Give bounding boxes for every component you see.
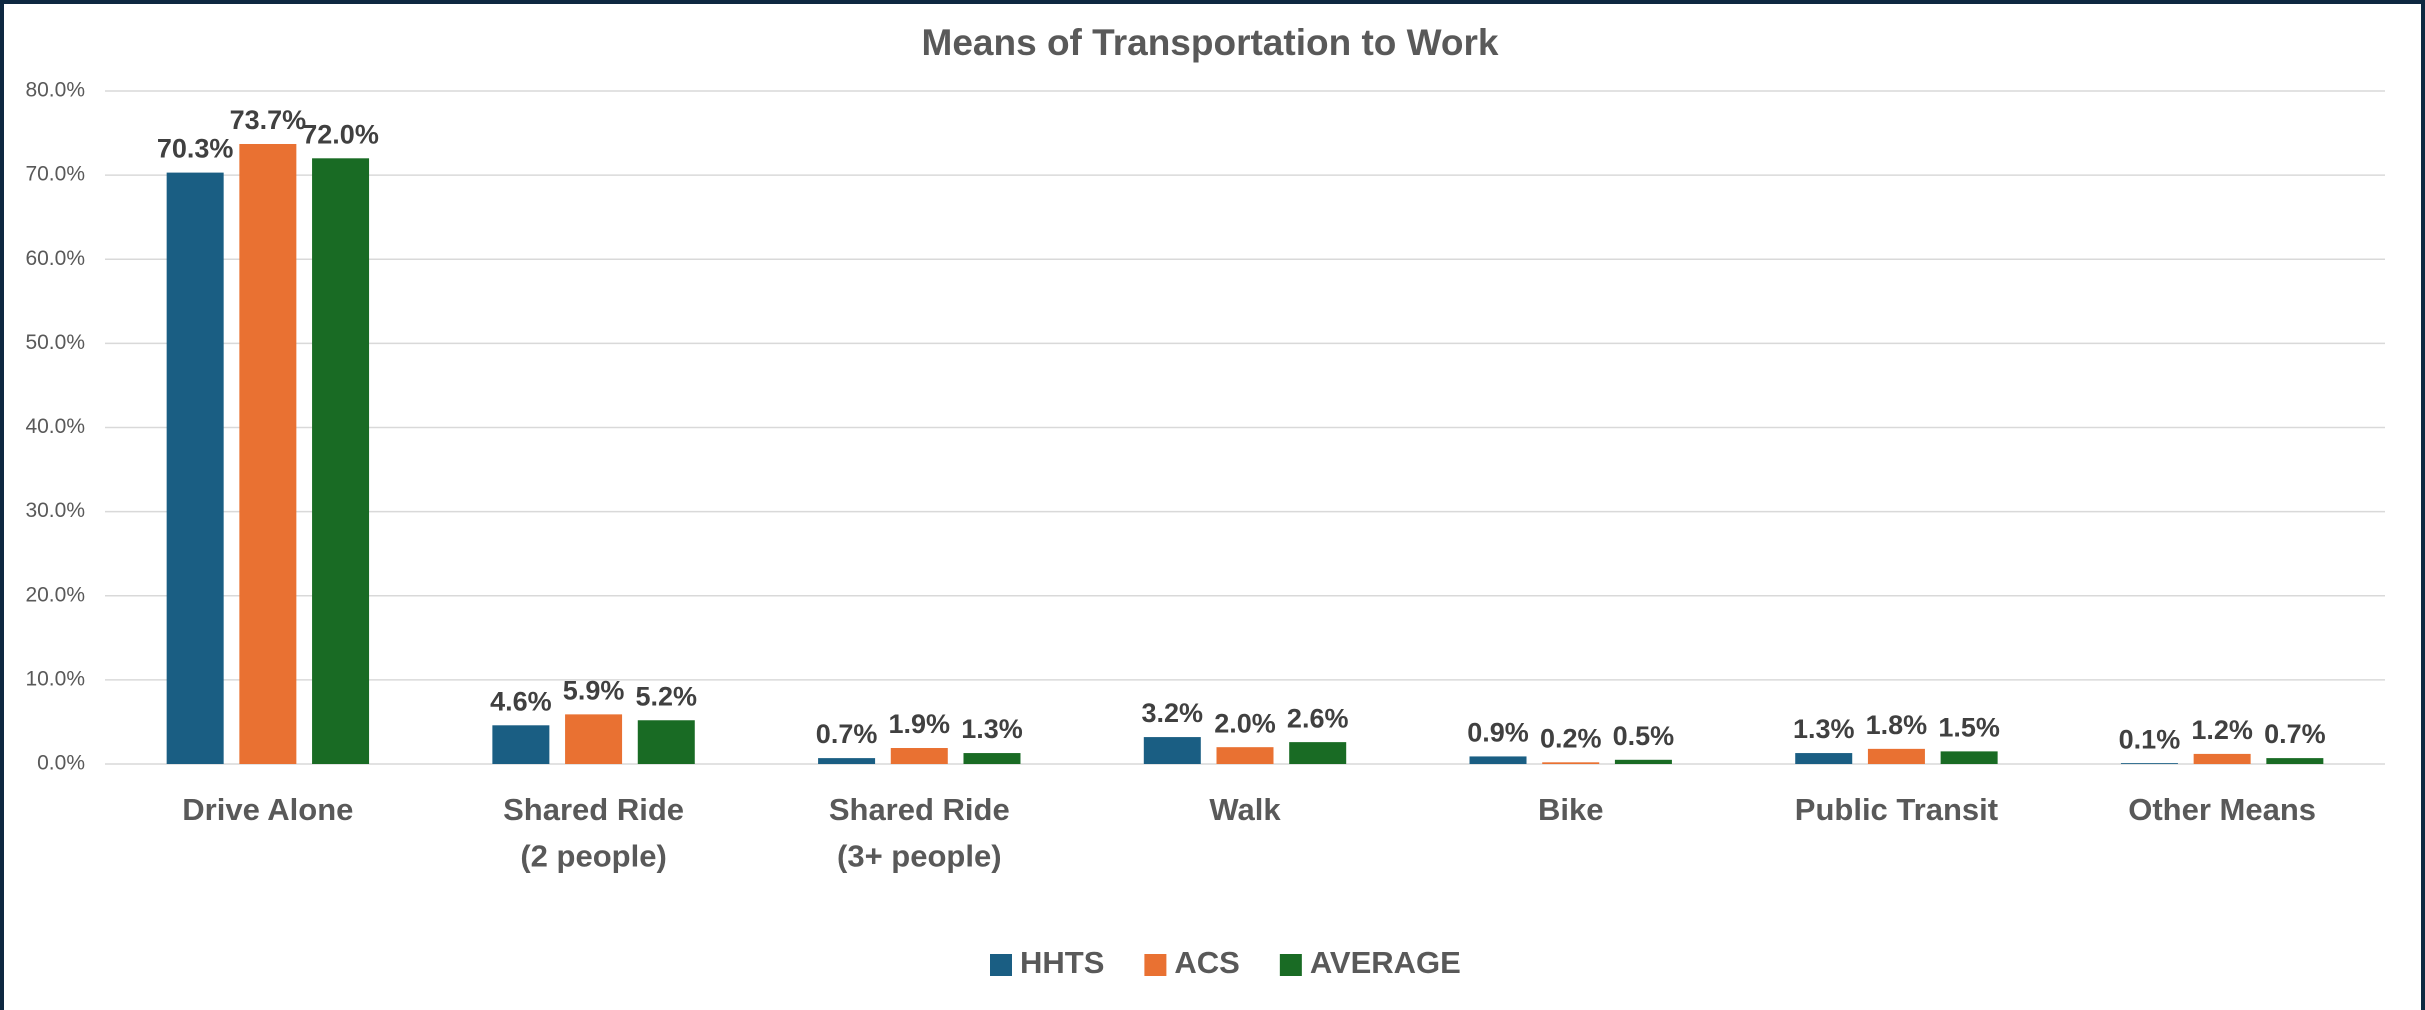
x-tick-label: Drive Alone <box>182 792 353 827</box>
x-tick-label: Other Means <box>2128 792 2316 827</box>
y-tick-label: 80.0% <box>25 79 85 102</box>
data-label: 1.3% <box>1793 714 1855 744</box>
data-label: 5.2% <box>635 681 697 711</box>
bar <box>637 720 695 764</box>
data-label: 2.6% <box>1287 703 1349 733</box>
bar <box>239 143 297 764</box>
data-label: 1.5% <box>1938 713 2000 743</box>
y-tick-label: 30.0% <box>25 499 85 522</box>
bar <box>1542 762 1600 764</box>
bar <box>1216 747 1274 764</box>
x-tick-label: Walk <box>1209 792 1281 827</box>
legend-swatch <box>1279 954 1302 976</box>
legend-label: HHTS <box>1020 945 1104 980</box>
x-tick-label: Public Transit <box>1795 792 1998 827</box>
bar <box>312 158 370 765</box>
y-tick-label: 60.0% <box>25 247 85 270</box>
data-label: 0.9% <box>1467 718 1529 748</box>
data-label: 3.2% <box>1142 698 1204 728</box>
bar <box>492 725 550 764</box>
bar <box>1795 753 1853 764</box>
bar <box>1143 737 1201 764</box>
legend-swatch <box>1144 954 1167 976</box>
y-tick-label: 70.0% <box>25 163 85 186</box>
chart-title: Means of Transportation to Work <box>922 22 1499 63</box>
y-tick-label: 10.0% <box>25 667 85 690</box>
bar <box>963 753 1021 764</box>
data-label: 0.2% <box>1540 723 1602 753</box>
x-tick-label: Shared Ride (2 people) <box>503 792 684 874</box>
y-tick-label: 0.0% <box>37 752 85 775</box>
data-label: 1.9% <box>889 709 951 739</box>
y-tick-label: 40.0% <box>25 415 85 438</box>
bar <box>166 172 224 764</box>
x-tick-label: Shared Ride (3+ people) <box>829 792 1010 874</box>
data-label: 72.0% <box>302 119 379 149</box>
data-label: 1.2% <box>2191 715 2253 745</box>
y-tick-label: 50.0% <box>25 331 85 354</box>
bar <box>2120 763 2178 764</box>
chart-background <box>4 4 2421 1010</box>
bar <box>1614 759 1672 764</box>
bar <box>1867 748 1925 764</box>
legend-label: ACS <box>1174 945 1239 980</box>
x-tick-label: Bike <box>1538 792 1603 827</box>
data-label: 2.0% <box>1214 708 1276 738</box>
data-label: 0.5% <box>1613 721 1675 751</box>
data-label: 0.7% <box>816 719 878 749</box>
data-label: 0.1% <box>2119 724 2181 754</box>
bar <box>1940 751 1998 764</box>
bar <box>890 748 948 764</box>
bar <box>1469 756 1527 764</box>
data-label: 1.8% <box>1866 710 1928 740</box>
bar <box>2193 753 2251 764</box>
data-label: 0.7% <box>2264 719 2326 749</box>
legend-label: AVERAGE <box>1310 945 1461 980</box>
data-label: 70.3% <box>157 134 234 164</box>
bar <box>2266 758 2324 764</box>
bar <box>818 758 876 764</box>
bar <box>565 714 623 764</box>
data-label: 1.3% <box>961 714 1023 744</box>
bar <box>1289 742 1347 764</box>
data-label: 4.6% <box>490 686 552 716</box>
data-label: 73.7% <box>230 105 307 135</box>
legend-swatch <box>990 954 1012 976</box>
y-tick-label: 20.0% <box>25 583 85 606</box>
data-label: 5.9% <box>563 675 625 705</box>
